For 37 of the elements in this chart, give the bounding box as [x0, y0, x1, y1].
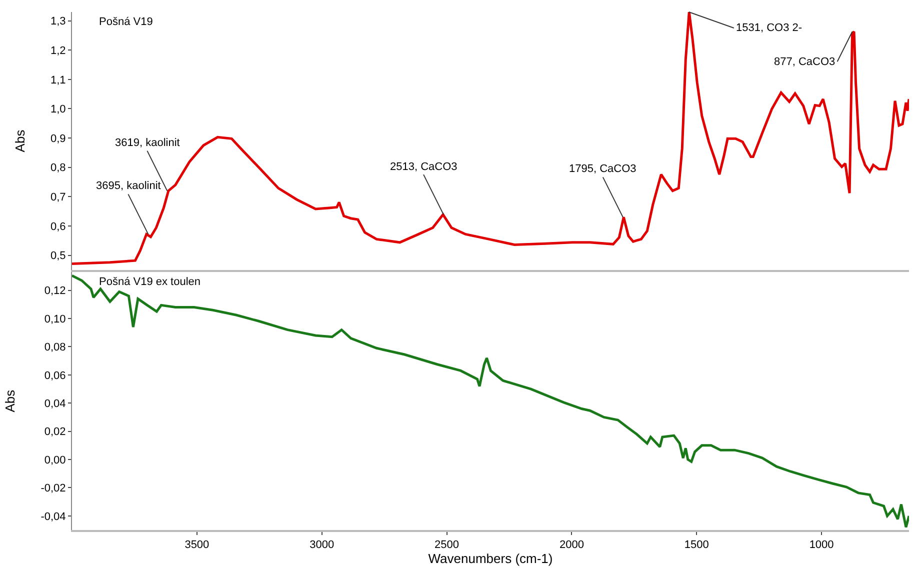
annotation: 3695, kaolinit — [96, 180, 161, 192]
line-series — [72, 12, 909, 266]
y-tick-label: 0,9 — [50, 132, 66, 145]
y-tick-label: 1,3 — [50, 16, 66, 28]
chart-title: Pošná V19 ex toulen — [99, 276, 201, 288]
y-tick-label: 0,00 — [44, 454, 66, 466]
annotation: 3619, kaolinit — [115, 137, 180, 149]
chart-title: Pošná V19 — [99, 16, 153, 28]
y-tick-label: 0,5 — [50, 250, 66, 262]
annotation: 1531, CO3 2- — [736, 22, 802, 34]
x-tick-label: 3500 — [184, 539, 210, 552]
x-tick-label: 1000 — [809, 539, 834, 552]
x-tick-label: 2500 — [434, 539, 460, 552]
x-tick-label: 1500 — [684, 539, 709, 552]
y-tick-label: -0,04 — [40, 510, 66, 523]
y-tick-label: 1,1 — [50, 74, 66, 86]
y-tick-label: -0,02 — [40, 482, 66, 495]
y-tick-label: 0,10 — [44, 313, 66, 326]
x-tick-label: 2000 — [559, 539, 584, 552]
annotation: 877, CaCO3 — [774, 56, 836, 68]
x-tick-label: 3000 — [310, 539, 334, 552]
y-tick-label: 1,0 — [50, 104, 66, 116]
y-tick-label: 0,06 — [44, 370, 66, 382]
y-tick-label: 0,8 — [50, 162, 66, 174]
y-tick-label: 0,08 — [44, 342, 66, 354]
line-series — [72, 274, 909, 528]
y-tick-label: 0,04 — [44, 398, 66, 410]
y-tick-label: 1,2 — [50, 44, 66, 57]
y-tick-label: 0,6 — [50, 220, 66, 233]
y-tick-label: 0,02 — [44, 426, 66, 438]
x-axis-title: Wavenumbers (cm-1) — [428, 551, 553, 566]
y-axis-title: Abs — [2, 389, 18, 412]
annotation: 1795, CaCO3 — [569, 163, 636, 175]
y-tick-label: 0,7 — [50, 192, 66, 204]
y-axis-title: Abs — [12, 129, 28, 152]
annotation: 2513, CaCO3 — [390, 161, 458, 173]
y-tick-label: 0,12 — [44, 285, 66, 298]
